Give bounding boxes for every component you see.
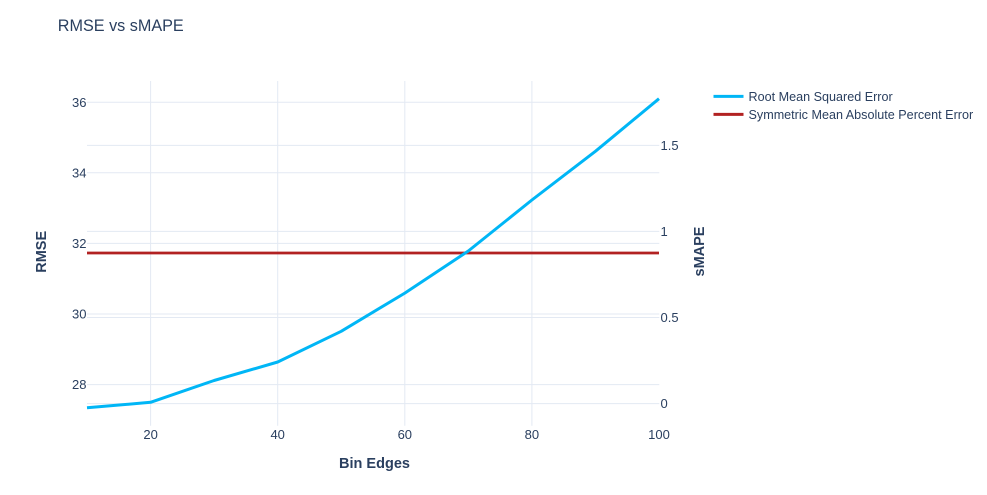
svg-text:1: 1 [661, 224, 668, 239]
svg-text:sMAPE: sMAPE [692, 226, 708, 276]
svg-text:1.5: 1.5 [661, 138, 679, 153]
svg-text:Root Mean Squared Error: Root Mean Squared Error [749, 90, 893, 104]
svg-text:RMSE: RMSE [34, 231, 50, 273]
svg-text:80: 80 [525, 427, 539, 442]
svg-text:Bin Edges: Bin Edges [339, 456, 410, 472]
svg-text:60: 60 [398, 427, 412, 442]
svg-text:100: 100 [648, 427, 670, 442]
svg-text:28: 28 [72, 377, 86, 392]
svg-text:20: 20 [143, 427, 157, 442]
svg-text:32: 32 [72, 236, 86, 251]
svg-text:40: 40 [270, 427, 284, 442]
svg-text:30: 30 [72, 307, 86, 322]
svg-text:RMSE vs sMAPE: RMSE vs sMAPE [58, 17, 184, 35]
svg-text:0.5: 0.5 [661, 310, 679, 325]
svg-text:0: 0 [661, 396, 668, 411]
svg-text:36: 36 [72, 95, 86, 110]
svg-text:34: 34 [72, 165, 86, 180]
svg-text:Symmetric Mean Absolute Percen: Symmetric Mean Absolute Percent Error [749, 108, 974, 122]
